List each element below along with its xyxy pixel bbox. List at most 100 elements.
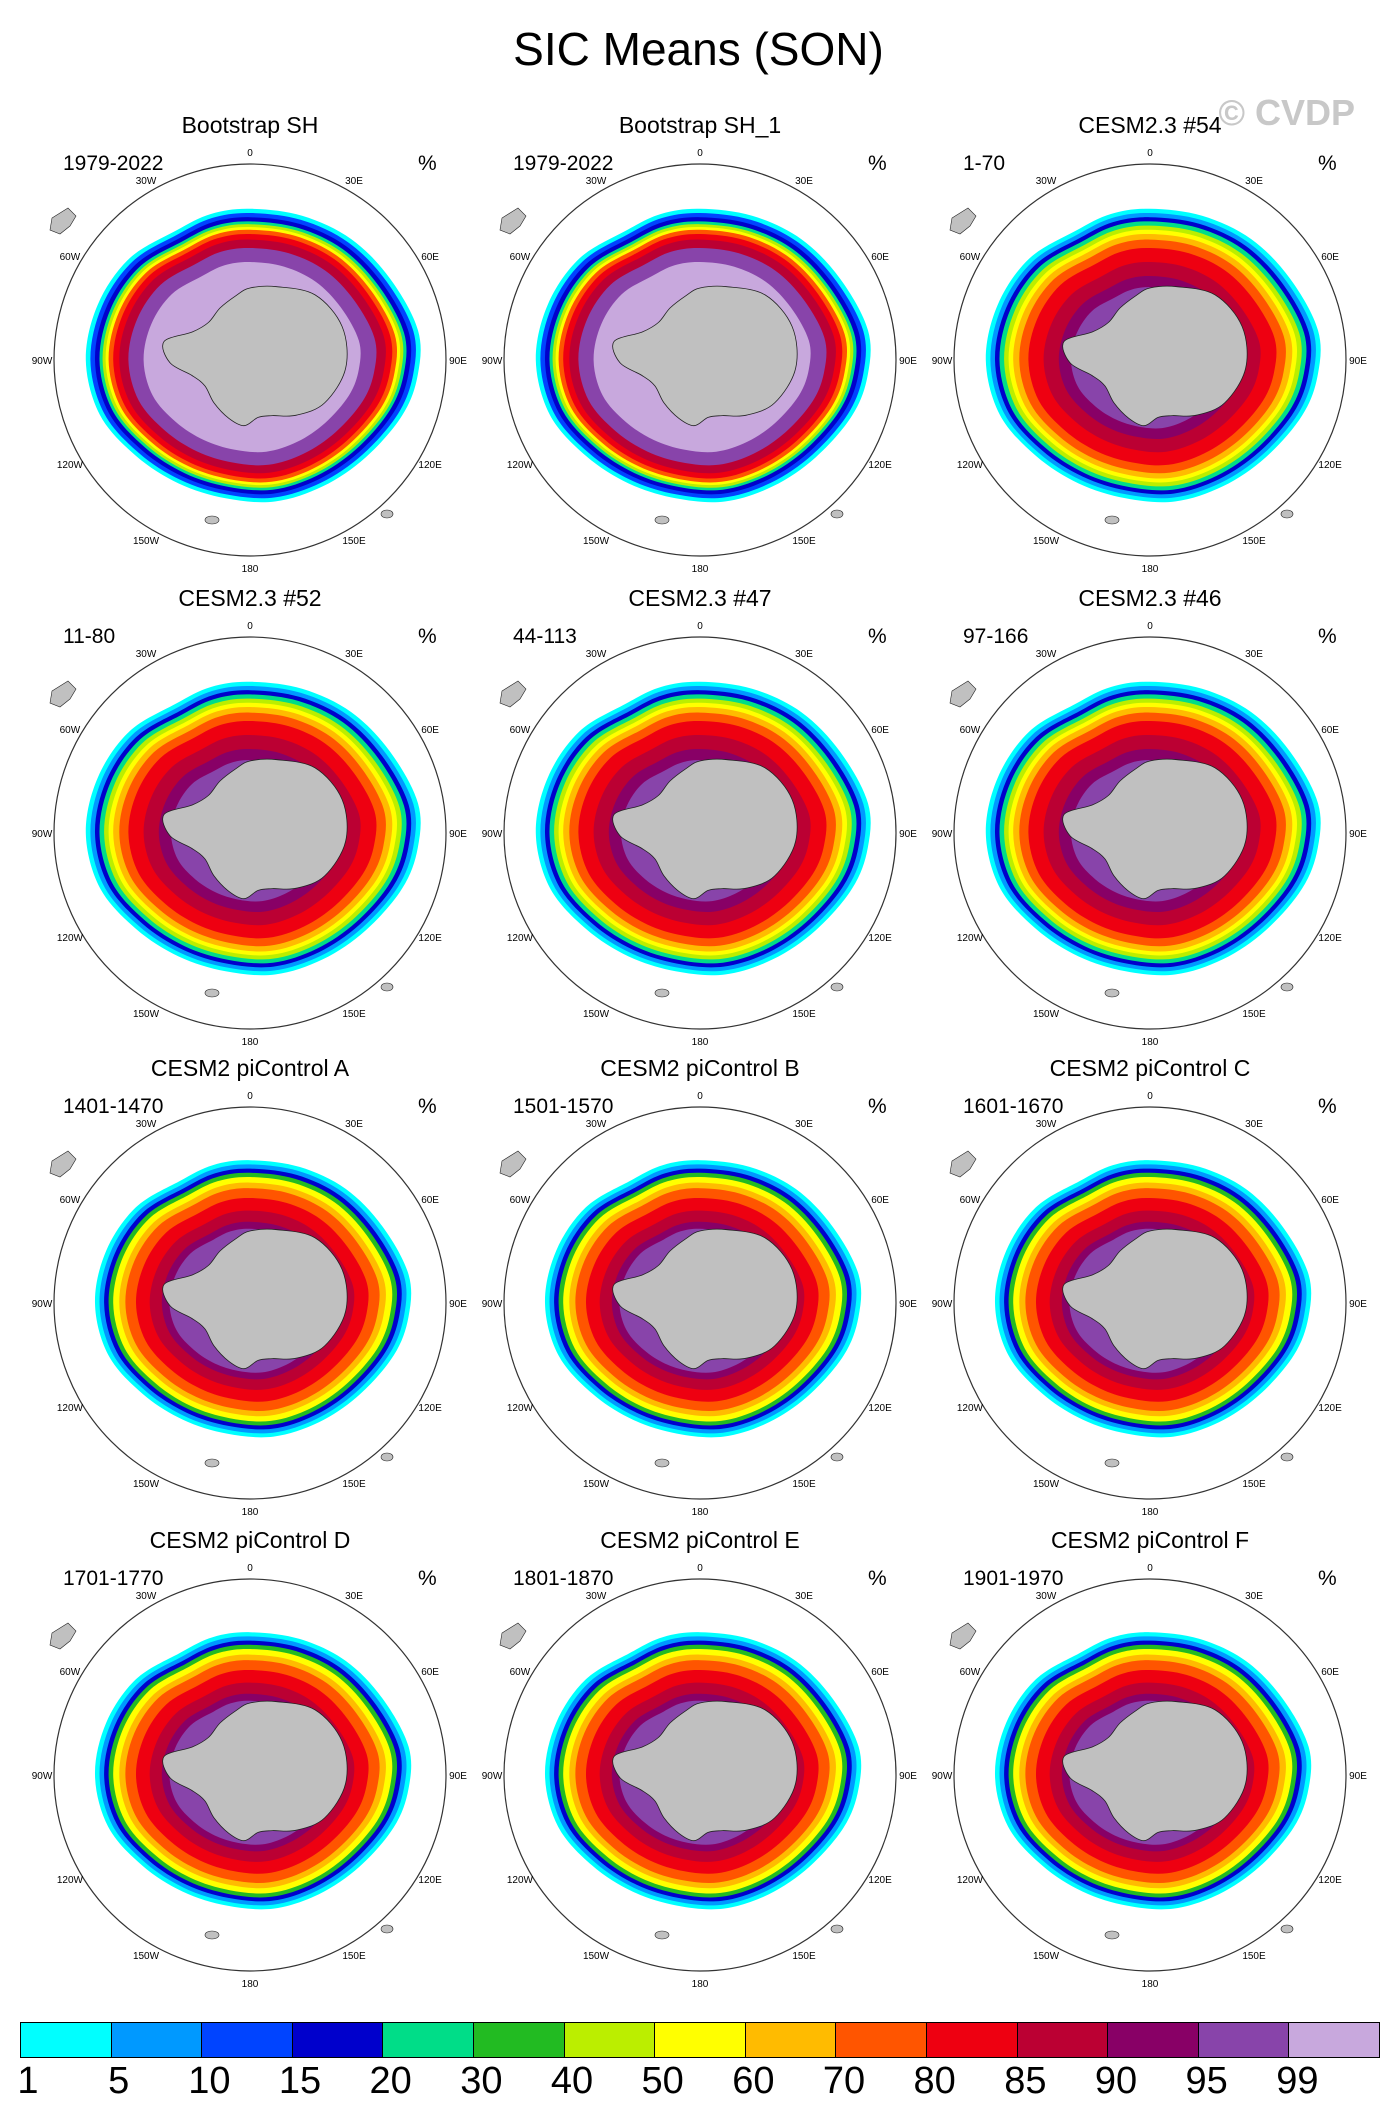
longitude-label: 120W bbox=[957, 933, 984, 944]
longitude-label: 60W bbox=[60, 725, 81, 736]
island bbox=[1104, 515, 1120, 525]
longitude-label: 30E bbox=[345, 176, 363, 187]
longitude-label: 150E bbox=[342, 1009, 366, 1020]
panel-time-range: 1979-2022 bbox=[513, 152, 614, 175]
panel-title: CESM2.3 #54 bbox=[1078, 112, 1222, 138]
longitude-label: 120E bbox=[868, 933, 892, 944]
longitude-label: 60W bbox=[510, 252, 531, 263]
panel-title: CESM2.3 #46 bbox=[1078, 585, 1222, 611]
panel-time-range: 97-166 bbox=[963, 625, 1029, 648]
longitude-label: 90W bbox=[482, 829, 503, 840]
colorbar-segment bbox=[383, 2023, 474, 2057]
polar-map: 0 30E 60E 90E 120E 150E 180 150W 120W 90W 60W 30W bbox=[482, 1091, 918, 1518]
colorbar-label: 50 bbox=[641, 2060, 684, 2102]
longitude-label: 0 bbox=[1147, 1563, 1153, 1574]
colorbar-labels: 1 5 10 15 20 30 40 50 60 70 80 85 90 95 99 bbox=[0, 2060, 1397, 2110]
colorbar-label: 5 bbox=[108, 2060, 130, 2102]
island bbox=[204, 1458, 220, 1468]
longitude-label: 150E bbox=[1242, 1479, 1266, 1490]
longitude-label: 90E bbox=[899, 829, 917, 840]
map-panel: 0 30E 60E 90E 120E 150E 180 150W 120W 90W 60W 30W CE… bbox=[30, 585, 470, 1055]
longitude-label: 150E bbox=[342, 536, 366, 547]
longitude-label: 30E bbox=[345, 1591, 363, 1602]
longitude-label: 150W bbox=[583, 536, 610, 547]
longitude-label: 0 bbox=[1147, 148, 1153, 159]
longitude-label: 90E bbox=[1349, 1299, 1367, 1310]
colorbar bbox=[20, 2022, 1380, 2058]
panel-unit: % bbox=[418, 1095, 437, 1118]
longitude-label: 90E bbox=[1349, 1771, 1367, 1782]
polar-map: 0 30E 60E 90E 120E 150E 180 150W 120W 90W 60W 30W bbox=[482, 621, 918, 1048]
longitude-label: 120W bbox=[957, 460, 984, 471]
longitude-label: 60W bbox=[510, 1667, 531, 1678]
south-america-tip bbox=[949, 1622, 977, 1650]
panel-unit: % bbox=[1318, 152, 1337, 175]
panel-time-range: 1601-1670 bbox=[963, 1095, 1064, 1118]
panel-unit: % bbox=[868, 625, 887, 648]
longitude-label: 30E bbox=[1245, 1591, 1263, 1602]
polar-map: 0 30E 60E 90E 120E 150E 180 150W 120W 90W 60W 30W bbox=[482, 1563, 918, 1990]
island bbox=[204, 988, 220, 998]
polar-map: 0 30E 60E 90E 120E 150E 180 150W 120W 90W 60W 30W bbox=[482, 148, 918, 575]
longitude-label: 90W bbox=[482, 1771, 503, 1782]
longitude-label: 30E bbox=[345, 1119, 363, 1130]
longitude-label: 150W bbox=[1033, 536, 1060, 547]
panel-unit: % bbox=[418, 152, 437, 175]
longitude-label: 60W bbox=[960, 1667, 981, 1678]
longitude-label: 30E bbox=[795, 649, 813, 660]
longitude-label: 0 bbox=[1147, 621, 1153, 632]
longitude-label: 30W bbox=[586, 649, 607, 660]
longitude-label: 60W bbox=[960, 1195, 981, 1206]
longitude-label: 30E bbox=[795, 176, 813, 187]
longitude-label: 150W bbox=[1033, 1009, 1060, 1020]
south-america-tip bbox=[949, 680, 977, 708]
longitude-label: 90E bbox=[449, 356, 467, 367]
colorbar-segment bbox=[926, 2023, 1018, 2057]
longitude-label: 150W bbox=[133, 1009, 160, 1020]
south-america-tip bbox=[499, 207, 527, 235]
longitude-label: 60E bbox=[871, 1667, 889, 1678]
longitude-label: 0 bbox=[697, 1091, 703, 1102]
longitude-label: 90E bbox=[449, 829, 467, 840]
longitude-label: 120W bbox=[957, 1403, 984, 1414]
longitude-label: 30W bbox=[136, 1119, 157, 1130]
island bbox=[1280, 1924, 1294, 1934]
longitude-label: 90E bbox=[449, 1771, 467, 1782]
colorbar-segment bbox=[1198, 2023, 1290, 2057]
island bbox=[830, 982, 844, 992]
longitude-label: 180 bbox=[242, 1037, 259, 1048]
longitude-label: 150E bbox=[1242, 1009, 1266, 1020]
longitude-label: 90W bbox=[932, 356, 953, 367]
longitude-label: 30W bbox=[586, 176, 607, 187]
south-america-tip bbox=[949, 1150, 977, 1178]
colorbar-segment bbox=[1017, 2023, 1109, 2057]
colorbar-label: 95 bbox=[1185, 2060, 1228, 2102]
longitude-label: 60W bbox=[960, 252, 981, 263]
longitude-label: 120W bbox=[507, 460, 534, 471]
panel-title: CESM2 piControl A bbox=[150, 1055, 350, 1081]
longitude-label: 60E bbox=[871, 1195, 889, 1206]
colorbar-label: 60 bbox=[732, 2060, 775, 2102]
longitude-label: 120E bbox=[868, 1403, 892, 1414]
longitude-label: 120W bbox=[507, 933, 534, 944]
longitude-label: 150E bbox=[342, 1951, 366, 1962]
panel-unit: % bbox=[868, 152, 887, 175]
colorbar-segment bbox=[1289, 2023, 1379, 2057]
longitude-label: 150W bbox=[133, 536, 160, 547]
panel-title: CESM2.3 #52 bbox=[178, 585, 322, 611]
colorbar-label: 85 bbox=[1004, 2060, 1047, 2102]
longitude-label: 120E bbox=[1318, 1875, 1342, 1886]
longitude-label: 90W bbox=[32, 829, 53, 840]
longitude-label: 120W bbox=[57, 460, 84, 471]
longitude-label: 90W bbox=[932, 1299, 953, 1310]
map-panel: 0 30E 60E 90E 120E 150E 180 150W 120W 90W 60W 30W CE… bbox=[930, 585, 1370, 1055]
colorbar-label: 80 bbox=[913, 2060, 956, 2102]
south-america-tip bbox=[499, 1622, 527, 1650]
island bbox=[204, 515, 220, 525]
longitude-label: 60E bbox=[1321, 252, 1339, 263]
longitude-label: 30E bbox=[1245, 176, 1263, 187]
longitude-label: 60W bbox=[60, 1195, 81, 1206]
panel-title: Bootstrap SH_1 bbox=[618, 112, 782, 138]
longitude-label: 0 bbox=[1147, 1091, 1153, 1102]
longitude-label: 30E bbox=[795, 1591, 813, 1602]
